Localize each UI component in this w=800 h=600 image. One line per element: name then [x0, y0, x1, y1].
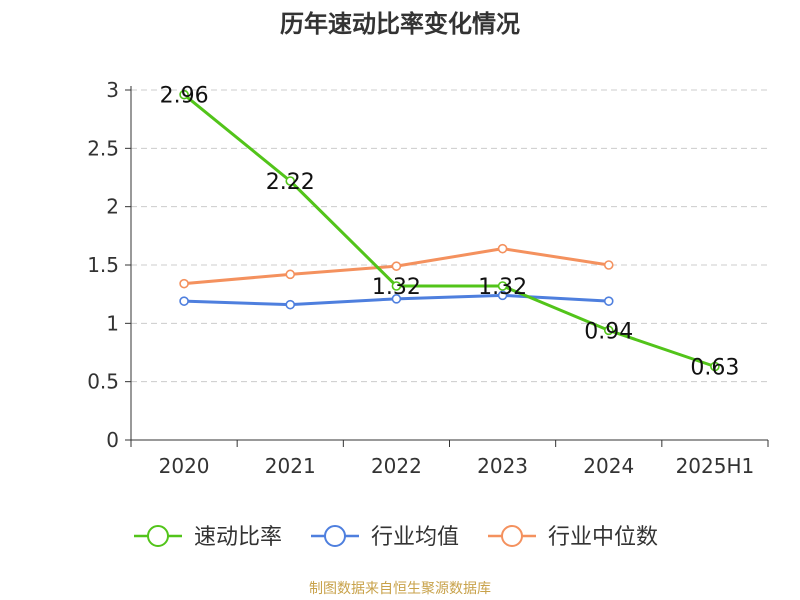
data-label: 1.32 — [372, 275, 421, 300]
y-tick-label: 1.5 — [87, 253, 119, 277]
data-label: 2.22 — [266, 170, 315, 195]
data-point — [285, 299, 296, 310]
data-point — [179, 296, 189, 306]
x-tick-label: 2022 — [371, 454, 422, 478]
y-tick-label: 1 — [106, 311, 119, 335]
x-tick-label: 2023 — [477, 454, 528, 478]
data-point — [391, 281, 402, 291]
legend-label: 行业均值 — [371, 525, 459, 550]
data-label: 0.94 — [584, 319, 633, 344]
data-point — [603, 260, 614, 270]
data-point — [497, 290, 508, 301]
y-tick-label: 0 — [106, 428, 119, 452]
data-point — [497, 281, 508, 291]
data-point — [603, 325, 614, 336]
x-tick-label: 2024 — [583, 454, 634, 478]
legend-marker — [324, 525, 346, 547]
data-point — [391, 261, 402, 271]
legend: 速动比率 行业均值 行业中位数 — [134, 525, 658, 550]
y-tick-label: 0.5 — [87, 370, 119, 394]
data-point — [179, 89, 189, 100]
data-labels: 2.96 2.22 1.32 1.32 0.94 0.63 — [160, 84, 740, 381]
data-point — [710, 361, 720, 372]
y-tick-label: 3 — [106, 78, 119, 102]
legend-label: 行业中位数 — [548, 525, 658, 550]
legend-marker — [147, 525, 169, 547]
x-tick-label: 2025H1 — [676, 454, 755, 478]
source-note: 制图数据来自恒生聚源数据库 — [309, 581, 491, 597]
data-point — [391, 294, 402, 304]
y-tick-label: 2 — [106, 195, 119, 219]
data-point — [603, 296, 614, 306]
y-tick-label: 2.5 — [87, 136, 119, 160]
data-point — [285, 176, 296, 186]
data-label: 0.63 — [690, 356, 739, 381]
series-line — [183, 93, 716, 368]
data-point — [179, 278, 189, 289]
data-point — [497, 243, 508, 254]
series-lines — [179, 89, 720, 372]
axes: 0 0.5 1 1.5 2 2.5 3 2020 2021 2022 2023 2024 2025H1 — [87, 78, 769, 478]
legend-marker — [501, 525, 523, 547]
data-label: 2.96 — [160, 84, 209, 109]
data-point — [285, 269, 296, 280]
chart-title: 历年速动比率变化情况 — [280, 10, 520, 38]
legend-label: 速动比率 — [194, 525, 282, 550]
grid-lines — [131, 89, 768, 383]
x-tick-label: 2021 — [265, 454, 316, 478]
x-tick-label: 2020 — [159, 454, 210, 478]
data-label: 1.32 — [478, 275, 527, 300]
